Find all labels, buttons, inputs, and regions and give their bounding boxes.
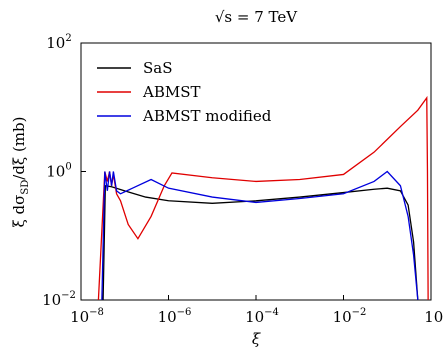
chart-title: √s = 7 TeV [215,8,298,26]
y-label-part: /dξ (mb) [10,117,28,180]
tick-label: 100 [46,162,71,181]
legend-label: ABMST [142,83,201,101]
y-label-part: ξ dσ [10,195,28,228]
tick-label: 102 [46,33,71,52]
tick-label: 10−2 [333,307,367,326]
tick-label: 10−6 [158,307,192,326]
x-axis-label: ξ [252,330,261,348]
legend-label: SaS [143,59,173,77]
legend-label: ABMST modified [142,107,272,125]
tick-label: 10−4 [245,307,279,326]
line-series [97,95,429,301]
y-axis-label: ξ dσSD/dξ (mb) [10,117,31,228]
line-series [101,170,419,301]
y-label-part: SD [20,180,31,195]
line-series [102,184,419,301]
tick-label: 10−2 [42,290,76,309]
plot-frame [80,42,432,301]
tick-label: 10−8 [70,307,104,326]
tick-label: 100 [424,307,444,326]
